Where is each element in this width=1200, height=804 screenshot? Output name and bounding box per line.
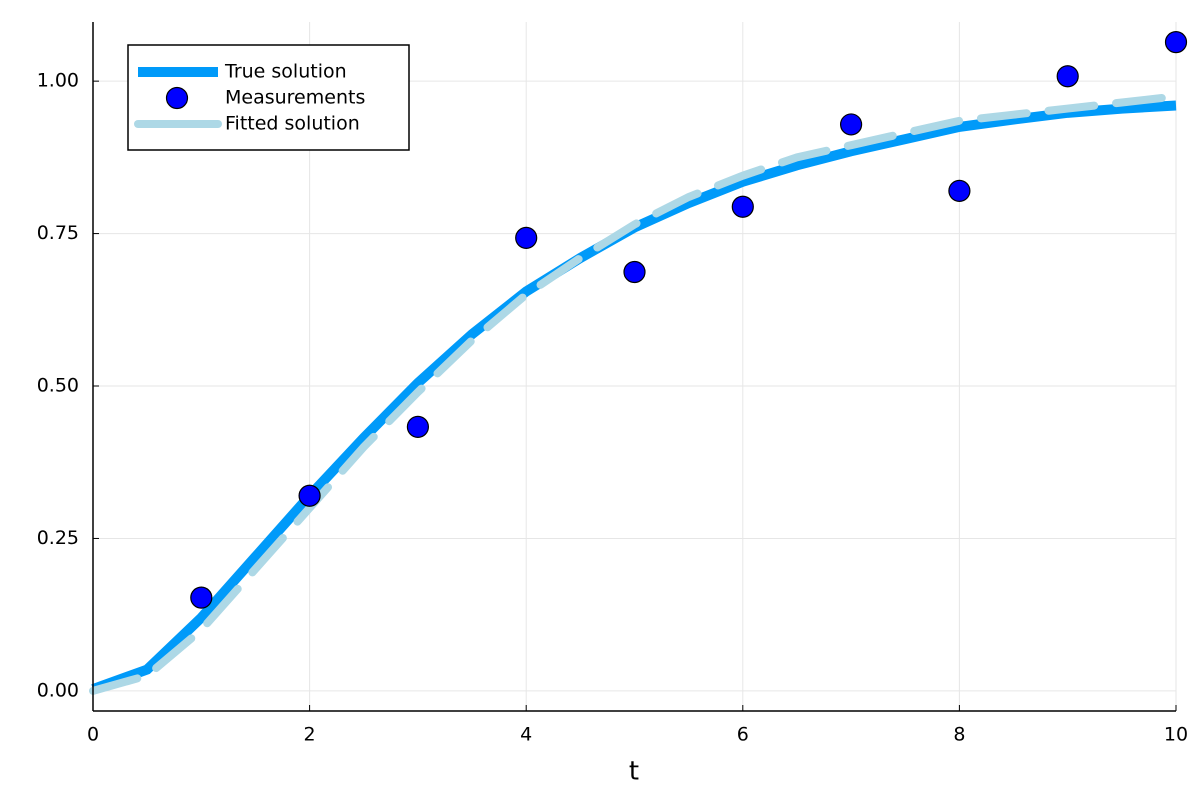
y-tick-label: 1.00 xyxy=(37,70,79,92)
line xyxy=(91,100,1177,694)
legend: True solution Measurements Fitted solution xyxy=(127,44,410,151)
legend-label: True solution xyxy=(224,61,347,83)
legend-label: Fitted solution xyxy=(225,113,360,135)
point xyxy=(406,415,429,438)
x-tick-label: 4 xyxy=(520,724,532,746)
x-tick-label: 8 xyxy=(953,724,965,746)
y-tick-label: 0.00 xyxy=(37,679,79,701)
point xyxy=(623,260,646,284)
x-tick-label: 2 xyxy=(304,724,316,746)
point xyxy=(731,195,754,218)
x-tick-label: 0 xyxy=(87,724,99,746)
x-tick-label: 6 xyxy=(737,724,749,746)
legend-label: Measurements xyxy=(225,87,365,109)
y-tick-label: 0.50 xyxy=(37,375,79,397)
x-tick-label: 10 xyxy=(1164,724,1188,746)
point xyxy=(1056,65,1079,88)
point xyxy=(190,586,213,609)
point xyxy=(948,179,971,202)
x-axis-label: t xyxy=(629,757,639,787)
point xyxy=(839,113,863,136)
point xyxy=(515,226,538,249)
point xyxy=(298,484,321,507)
legend-marker xyxy=(165,86,189,110)
y-tick-label: 0.25 xyxy=(37,527,79,549)
line xyxy=(89,92,1180,695)
y-tick-label: 0.75 xyxy=(37,222,79,244)
point xyxy=(1164,31,1188,54)
